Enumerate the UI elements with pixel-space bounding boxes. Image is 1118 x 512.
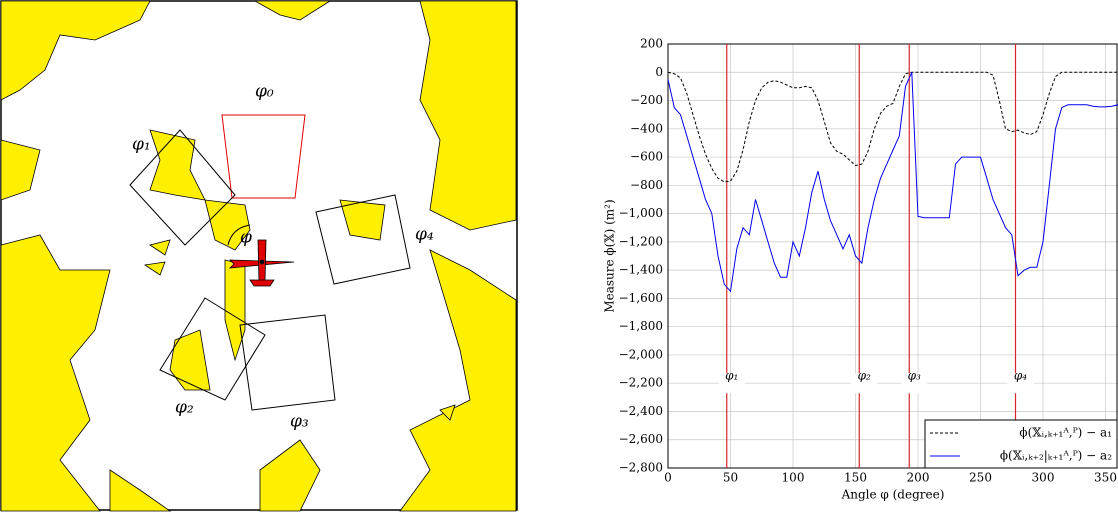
y-tick-label: −1,000: [619, 206, 663, 220]
y-tick-label: −1,200: [619, 234, 663, 248]
obstacles: [0, 0, 517, 512]
series-line: [667, 71, 1118, 183]
reference-label: φ₁: [725, 369, 738, 383]
view-box: [315, 194, 411, 285]
series-line: [667, 72, 1118, 293]
reference-label: φ₄: [1014, 369, 1027, 383]
view-box: [129, 129, 236, 246]
x-tick-label: 300: [1032, 471, 1055, 485]
x-tick-label: 0: [664, 471, 672, 485]
x-tick-label: 150: [844, 471, 867, 485]
map-label: φ₂: [175, 398, 194, 418]
aircraft: [228, 239, 295, 287]
map-label: φ₁: [132, 135, 151, 155]
map-label: φ₃: [290, 412, 309, 432]
reference-label: φ₃: [908, 369, 921, 383]
label-bg: [901, 373, 928, 394]
y-tick-label: 200: [640, 37, 663, 51]
map-label: φ₄: [415, 225, 434, 245]
x-tick-label: 200: [907, 471, 930, 485]
y-tick-label: −2,800: [619, 461, 663, 475]
y-tick-label: −1,800: [619, 319, 663, 333]
label-bg: [1007, 373, 1034, 394]
x-tick-label: 50: [723, 471, 738, 485]
x-tick-label: 350: [1094, 471, 1117, 485]
reference-label: φ₂: [858, 369, 871, 383]
label-bg: [718, 373, 745, 394]
map: φ₀ φ₁ φ₂ φ₃ φ₄ φ: [0, 0, 518, 512]
legend-label: ϕ(𝕏ᵢ,ₖ₊₁ᴬ,ᴾ) − a₁: [1019, 426, 1112, 440]
y-tick-label: −200: [630, 93, 663, 107]
map-label: φ: [240, 228, 252, 248]
map-label: φ₀: [255, 82, 274, 102]
y-tick-label: 0: [655, 65, 663, 79]
heading-arc: [227, 224, 251, 246]
y-tick-label: −800: [630, 178, 663, 192]
legend-box: [924, 419, 1118, 469]
y-tick-label: −1,400: [619, 263, 663, 277]
x-axis-label: Angle φ (degree): [841, 488, 945, 502]
y-tick-label: −2,200: [619, 376, 663, 390]
legend-label: ϕ(𝕏ᵢ,ₖ₊₂|ₖ₊₁ᴬ,ᴾ) − a₂: [1000, 449, 1112, 463]
view-box: [239, 314, 336, 411]
label-bg: [851, 373, 878, 394]
sensor-view: [221, 114, 306, 199]
y-axis-label: Measure ϕ(𝕏) (m²): [603, 199, 617, 312]
y-tick-label: −600: [630, 150, 663, 164]
y-tick-label: −1,600: [619, 291, 663, 305]
y-tick-label: −2,400: [619, 404, 663, 418]
x-tick-label: 100: [782, 471, 805, 485]
plot-frame: [667, 43, 1118, 469]
x-tick-label: 250: [969, 471, 992, 485]
y-tick-label: −400: [630, 121, 663, 135]
view-box: [159, 297, 266, 401]
y-tick-label: −2,000: [619, 347, 663, 361]
y-tick-label: −2,600: [619, 432, 663, 446]
